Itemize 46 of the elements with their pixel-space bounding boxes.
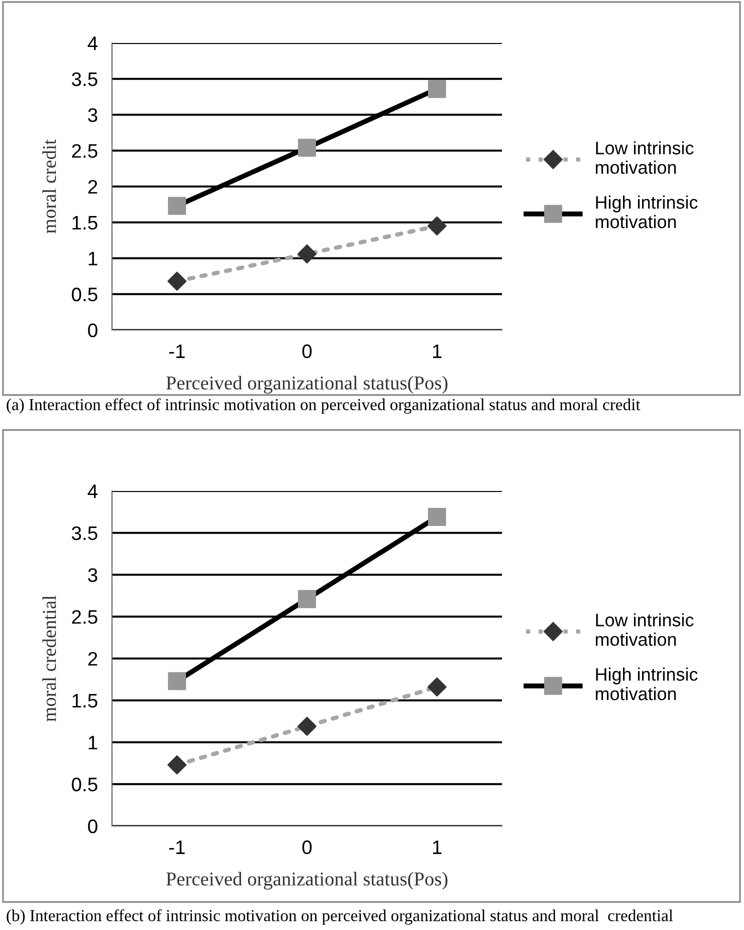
legend-label: Low intrinsic motivation [596, 141, 694, 174]
point [168, 672, 186, 690]
x-tick-label: -1 [169, 344, 185, 358]
y-tick-label: 3 [88, 568, 98, 582]
y-tick-label: 2.5 [72, 610, 98, 624]
point [298, 590, 316, 608]
legend-label: High intrinsic motivation [596, 196, 698, 228]
text: (b) Interaction effect of intrinsic motivation on perceived organizational status and moral credential [6, 909, 673, 925]
y-tick-label: 0 [88, 819, 98, 834]
y-tick-label: 0.5 [72, 288, 98, 302]
x-tick-label: 1 [433, 840, 442, 854]
y-tick-label: 3 [88, 108, 98, 122]
y-tick-label: 1.5 [72, 216, 98, 230]
y-tick-label: 3.5 [72, 72, 98, 86]
y-tick-label: 2 [88, 652, 98, 666]
x-axis-title: Perceived organizational status(Pos) [166, 376, 448, 394]
point [297, 244, 317, 264]
x-tick-label: 0 [302, 840, 312, 854]
y-axis-title: moral credit [42, 139, 56, 234]
point [427, 677, 447, 697]
point [428, 508, 446, 526]
y-tick-label: 1 [88, 252, 98, 266]
y-tick-label: 4 [88, 36, 98, 50]
x-tick-label: 0 [302, 344, 312, 358]
y-tick-label: 0.5 [72, 778, 98, 792]
x-tick-label: 1 [433, 344, 442, 358]
x-axis-title: Perceived organizational status(Pos) [166, 872, 448, 890]
x-tick-label: -1 [169, 840, 185, 854]
legend-label: High intrinsic motivation [596, 668, 698, 700]
y-axis-title: moral credential [42, 595, 56, 722]
text: (a) Interaction effect of intrinsic motivation on perceived organizational status and moral credit [6, 398, 640, 414]
y-tick-label: 4 [88, 484, 98, 498]
y-tick-label: 1.5 [72, 694, 98, 708]
y-tick-label: 2.5 [72, 144, 98, 158]
y-tick-label: 0 [88, 323, 98, 338]
point [428, 80, 446, 98]
point [298, 138, 316, 157]
point [168, 196, 186, 215]
y-tick-label: 2 [88, 180, 98, 194]
point [167, 755, 187, 774]
point [427, 216, 447, 236]
point [167, 272, 187, 291]
y-tick-label: 3.5 [72, 526, 98, 540]
legend-label: Low intrinsic motivation [596, 613, 694, 646]
point [297, 716, 317, 736]
y-tick-label: 1 [88, 736, 98, 750]
